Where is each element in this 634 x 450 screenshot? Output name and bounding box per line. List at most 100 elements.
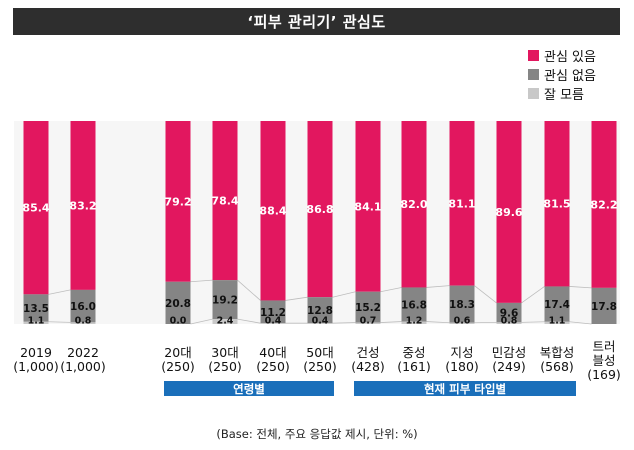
category-name: 민감성 bbox=[491, 345, 527, 360]
bar-segment-unknown bbox=[70, 322, 96, 324]
category-base-n: (250) bbox=[208, 359, 242, 374]
connector-line bbox=[48, 321, 71, 323]
legend-item-unknown: 잘 모름 bbox=[528, 84, 596, 103]
data-label-not-interested: 11.2 bbox=[260, 307, 286, 319]
category-name: 30대 bbox=[211, 345, 239, 360]
connector-line bbox=[569, 286, 592, 289]
category-label: 트러 블성 (169) bbox=[576, 340, 632, 382]
category-name: 50대 bbox=[306, 345, 334, 360]
bar-segment-not-interested bbox=[165, 281, 191, 324]
connector-line bbox=[285, 296, 308, 301]
legend-swatch-not-interested bbox=[528, 69, 539, 80]
bar-segment-not-interested bbox=[23, 294, 49, 322]
data-label-not-interested: 13.5 bbox=[23, 303, 49, 315]
data-label-interested: 86.8 bbox=[306, 203, 333, 216]
bar-segment-interested bbox=[307, 121, 333, 298]
bar-segment-interested bbox=[544, 121, 570, 287]
data-label-interested: 88.4 bbox=[259, 205, 286, 218]
category-base-n: (428) bbox=[351, 359, 385, 374]
data-label-unknown: 0.4 bbox=[265, 316, 282, 327]
bar-segment-unknown bbox=[212, 319, 238, 324]
bar-segment-unknown bbox=[401, 321, 427, 324]
data-label-interested: 81.1 bbox=[448, 197, 475, 210]
bar-segment-interested bbox=[165, 121, 191, 282]
bar-segment-interested bbox=[355, 121, 381, 292]
legend-swatch-interested bbox=[528, 50, 539, 61]
data-label-interested: 84.1 bbox=[354, 200, 381, 213]
bar-segment-interested bbox=[449, 121, 475, 286]
data-label-unknown: 1.2 bbox=[406, 316, 423, 327]
data-label-unknown: 2.4 bbox=[217, 316, 234, 327]
connector-line bbox=[521, 286, 545, 304]
bar-segment-interested bbox=[591, 121, 617, 288]
bar-segment-interested bbox=[401, 121, 427, 288]
category-label: 민감성 (249) bbox=[481, 346, 537, 374]
legend-item-not-interested: 관심 없음 bbox=[528, 65, 596, 84]
connector-line bbox=[332, 322, 356, 324]
legend-label-unknown: 잘 모름 bbox=[544, 88, 585, 103]
category-label: 중성 (161) bbox=[386, 346, 442, 374]
data-label-not-interested: 19.2 bbox=[212, 295, 238, 307]
connector-line bbox=[380, 287, 402, 293]
bar-segment-interested bbox=[260, 121, 286, 301]
data-label-not-interested: 17.4 bbox=[544, 299, 570, 311]
category-label: 30대 (250) bbox=[197, 346, 253, 374]
bar-segment-not-interested bbox=[307, 297, 333, 324]
category-base-n: (250) bbox=[256, 359, 290, 374]
category-label: 건성 (428) bbox=[340, 346, 396, 374]
data-label-not-interested: 18.3 bbox=[449, 299, 475, 311]
bar-segment-unknown bbox=[496, 322, 522, 324]
connector-line bbox=[48, 289, 71, 295]
category-base-n: (250) bbox=[161, 359, 195, 374]
data-label-not-interested: 17.8 bbox=[591, 301, 617, 313]
legend-label-not-interested: 관심 없음 bbox=[544, 69, 596, 84]
data-label-unknown: 0.6 bbox=[454, 316, 471, 327]
connector-line bbox=[426, 285, 450, 288]
category-name: 40대 bbox=[259, 345, 287, 360]
category-base-n: (161) bbox=[397, 359, 431, 374]
legend-label-interested: 관심 있음 bbox=[544, 50, 596, 65]
category-name: 중성 bbox=[402, 345, 426, 360]
category-label: 2019 (1,000) bbox=[8, 346, 64, 374]
category-base-n: (1,000) bbox=[60, 359, 106, 374]
data-label-unknown: 0.8 bbox=[501, 316, 518, 327]
category-base-n: (1,000) bbox=[13, 359, 59, 374]
bar-segment-not-interested bbox=[449, 285, 475, 323]
bar-segment-not-interested bbox=[355, 291, 381, 323]
connector-line bbox=[474, 285, 497, 304]
bar-segment-not-interested bbox=[401, 287, 427, 322]
data-label-interested: 89.6 bbox=[495, 206, 522, 219]
category-name: 트러 블성 bbox=[592, 339, 616, 368]
connector-line bbox=[569, 321, 592, 325]
legend-swatch-unknown bbox=[528, 88, 539, 99]
data-label-not-interested: 16.8 bbox=[401, 300, 427, 312]
group-label: 연령별 bbox=[164, 381, 334, 396]
data-label-not-interested: 9.6 bbox=[500, 308, 519, 320]
category-label: 복합성 (568) bbox=[529, 346, 585, 374]
category-name: 건성 bbox=[356, 345, 380, 360]
data-label-interested: 81.5 bbox=[543, 198, 570, 211]
category-label: 20대 (250) bbox=[150, 346, 206, 374]
data-label-unknown: 0.4 bbox=[312, 316, 329, 327]
bar-segment-interested bbox=[212, 121, 238, 281]
connector-line bbox=[237, 279, 261, 301]
bar-segment-unknown bbox=[307, 323, 333, 324]
connector-line bbox=[190, 318, 213, 325]
data-label-not-interested: 15.2 bbox=[355, 302, 381, 314]
bar-segment-interested bbox=[70, 121, 96, 290]
connector-line bbox=[190, 279, 213, 283]
category-base-n: (568) bbox=[540, 359, 574, 374]
bar-segment-not-interested bbox=[591, 287, 617, 324]
data-label-interested: 82.0 bbox=[400, 198, 427, 211]
connector-line bbox=[521, 321, 545, 323]
bar-segment-unknown bbox=[355, 322, 381, 324]
connector-line bbox=[380, 321, 402, 323]
category-base-n: (250) bbox=[303, 359, 337, 374]
category-label: 지성 (180) bbox=[434, 346, 490, 374]
data-label-interested: 79.2 bbox=[164, 195, 191, 208]
bar-segment-unknown bbox=[23, 321, 49, 324]
legend-item-interested: 관심 있음 bbox=[528, 46, 596, 65]
category-name: 2019 bbox=[20, 345, 52, 360]
category-name: 2022 bbox=[67, 345, 99, 360]
